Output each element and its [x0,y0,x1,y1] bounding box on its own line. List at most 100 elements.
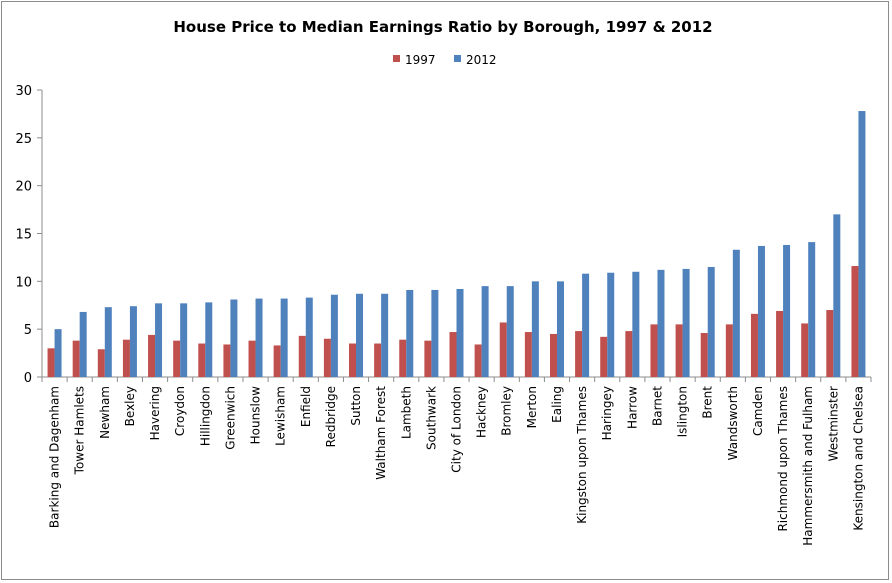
bar-2012 [632,271,640,377]
bar-2012 [657,269,665,377]
bar-1997 [173,340,181,377]
bar-2012 [330,294,338,377]
x-category-label: Hillingdon [198,386,212,446]
x-category-label: Lambeth [399,386,413,439]
bar-2012 [833,214,841,377]
y-tick-label: 5 [24,323,32,338]
legend: 1997 2012 [393,53,497,67]
y-tick-label: 10 [15,275,32,290]
bar-1997 [273,345,281,377]
bar-1997 [47,348,55,377]
x-category-label: Hounslow [249,386,263,445]
x-category-label: Sutton [349,386,363,426]
bar-1997 [801,323,809,377]
x-category-label: Bexley [123,386,137,426]
bar-2012 [230,299,238,377]
x-category-label: Hammersmith and Fulham [801,386,815,546]
bar-2012 [356,293,364,377]
x-category-label: Enfield [299,386,313,427]
bar-1997 [650,324,658,377]
bar-2012 [556,281,564,377]
bar-2012 [506,286,514,377]
x-category-label: Havering [148,386,162,440]
x-category-label: Lewisham [274,386,288,446]
bar-1997 [298,335,306,377]
bar-1997 [323,338,331,377]
bar-2012 [305,297,313,377]
bar-1997 [750,313,758,377]
bar-2012 [406,289,414,377]
y-tick-label: 0 [24,371,32,386]
bar-2012 [104,307,112,377]
x-category-label: Waltham Forest [374,386,388,480]
bar-1997 [474,344,482,377]
bar-1997 [122,339,130,377]
bar-1997 [499,322,507,377]
y-tick-label: 15 [15,228,32,243]
bar-2012 [431,289,439,377]
bar-2012 [757,245,765,377]
x-category-label: Tower Hamlets [73,386,87,475]
bar-2012 [79,311,87,377]
bar-1997 [725,324,733,377]
bar-2012 [682,268,690,377]
bar-1997 [600,336,608,377]
x-category-label: Croydon [173,386,187,436]
legend-label-2012: 2012 [466,53,497,67]
y-tick-label: 20 [15,180,32,195]
x-category-label: Bromley [500,386,514,436]
bar-2012 [456,288,464,377]
x-category-label: Kingston upon Thames [575,386,589,524]
bar-2012 [180,303,188,377]
legend-swatch-2012 [454,55,461,62]
y-tick-label: 25 [15,132,32,147]
bar-2012 [381,293,389,377]
x-category-label: City of London [450,386,464,473]
bar-2012 [255,298,263,377]
bar-1997 [248,340,256,377]
bar-2012 [707,266,715,377]
bar-2012 [531,281,539,377]
bar-2012 [858,111,866,378]
bar-1997 [549,333,557,377]
x-category-label: Brent [701,386,715,419]
bar-2012 [808,242,816,377]
bar-2012 [54,329,62,377]
x-category-label: Haringey [600,386,614,440]
x-category-label: Newham [98,386,112,439]
bar-1997 [223,344,231,377]
x-category-label: Ealing [550,386,564,423]
bar-1997 [198,343,206,377]
x-category-label: Harrow [625,386,639,429]
legend-swatch-1997 [393,55,400,62]
bar-1997 [826,310,834,377]
chart-title: House Price to Median Earnings Ratio by … [173,18,712,36]
bar-2012 [783,244,791,377]
y-tick-label: 30 [15,84,32,99]
bar-2012 [481,286,489,377]
bar-1997 [374,343,382,377]
x-category-label: Camden [751,386,765,436]
x-category-label: Kensington and Chelsea [851,386,865,531]
x-category-label: Islington [676,386,690,437]
x-category-label: Westminster [826,386,840,461]
x-category-label: Redbridge [324,386,338,447]
bar-2012 [280,298,288,377]
bar-1997 [675,324,683,377]
bar-1997 [700,332,708,377]
bar-1997 [851,266,859,377]
x-category-label: Barnet [650,386,664,426]
bar-1997 [399,339,407,377]
bar-1997 [776,310,784,377]
x-category-label: Hackney [475,386,489,438]
bar-1997 [625,331,633,377]
x-category-label: Merton [525,386,539,428]
x-category-label: Greenwich [223,386,237,450]
bar-2012 [607,272,615,377]
bar-1997 [72,340,80,377]
x-category-label: Wandsworth [726,386,740,460]
x-category-label: Barking and Dagenham [48,386,62,528]
bar-1997 [449,332,457,377]
bar-2012 [205,302,213,377]
bar-1997 [575,331,583,377]
